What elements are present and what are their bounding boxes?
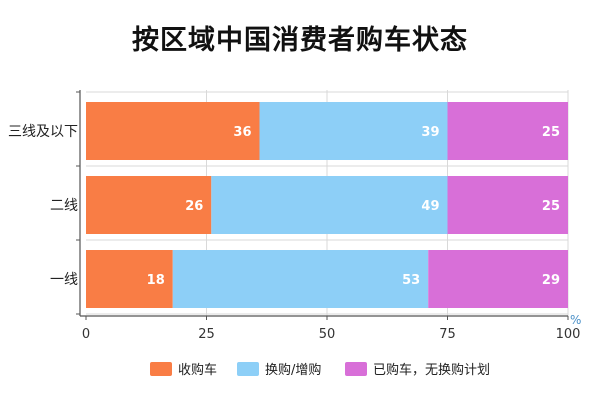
data-label: 39 — [421, 125, 439, 140]
x-tick-label: 50 — [319, 327, 336, 342]
data-label: 25 — [542, 125, 560, 140]
bar-segment — [172, 250, 429, 308]
bar-segment — [86, 250, 173, 308]
bar-segment — [86, 102, 260, 160]
legend-swatch — [237, 362, 259, 376]
x-tick-label: 75 — [439, 327, 456, 342]
legend-swatch — [345, 362, 367, 376]
bar-segment — [428, 250, 568, 308]
legend-label: 换购/增购 — [265, 362, 321, 378]
legend-swatch — [150, 362, 172, 376]
data-label: 36 — [233, 125, 251, 140]
legend-label: 收购车 — [178, 362, 217, 378]
x-tick-label: 0 — [82, 327, 90, 342]
data-label: 26 — [185, 199, 203, 214]
category-label: 三线及以下 — [8, 124, 78, 140]
data-label: 49 — [421, 199, 439, 214]
data-label: 18 — [147, 273, 165, 288]
data-label: 53 — [402, 273, 420, 288]
bar-segment — [447, 176, 568, 234]
chart-title: 按区域中国消费者购车状态 — [132, 25, 468, 56]
data-label: 25 — [542, 199, 560, 214]
bar-segment — [211, 176, 448, 234]
bar-segment — [259, 102, 448, 160]
x-axis-unit: % — [570, 313, 581, 327]
x-tick-label: 100 — [556, 327, 581, 342]
data-label: 29 — [542, 273, 560, 288]
category-label: 一线 — [50, 272, 78, 288]
legend-label: 已购车，无换购计划 — [373, 362, 490, 378]
x-tick-label: 25 — [198, 327, 215, 342]
bar-segment — [86, 176, 212, 234]
bar-segment — [447, 102, 568, 160]
category-label: 二线 — [50, 198, 78, 214]
